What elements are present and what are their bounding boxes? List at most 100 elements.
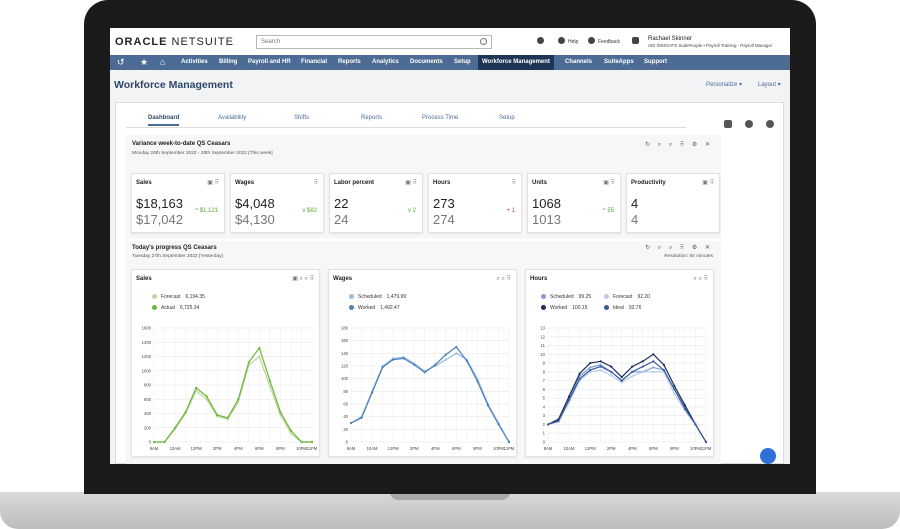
chart-tools[interactable]: ⌕ ⌕ ⠿ bbox=[496, 276, 511, 282]
data-point[interactable] bbox=[465, 359, 468, 363]
data-point[interactable] bbox=[652, 360, 655, 363]
data-point[interactable] bbox=[620, 379, 623, 382]
data-point[interactable] bbox=[610, 374, 613, 377]
data-point[interactable] bbox=[567, 398, 571, 402]
user-name[interactable]: Rachael Skinner bbox=[648, 36, 693, 42]
data-point[interactable] bbox=[631, 370, 634, 373]
data-point[interactable] bbox=[497, 423, 500, 426]
data-point[interactable] bbox=[673, 388, 676, 391]
data-point[interactable] bbox=[237, 401, 240, 404]
help-icon[interactable] bbox=[558, 37, 565, 44]
nav-billing[interactable]: Billing bbox=[219, 59, 238, 65]
data-point[interactable] bbox=[455, 352, 458, 355]
nav-setup[interactable]: Setup bbox=[454, 59, 471, 65]
data-point[interactable] bbox=[205, 395, 208, 398]
data-point[interactable] bbox=[402, 357, 405, 360]
data-point[interactable] bbox=[683, 407, 687, 410]
tab-setup[interactable]: Setup bbox=[499, 115, 515, 121]
data-point[interactable] bbox=[567, 395, 571, 398]
home-icon[interactable]: ⌂ bbox=[160, 57, 166, 67]
wages-line-chart[interactable]: 0 20 40 60 80 100 120 140 160 180 8AM 10AM 12PM 2PM 4P… bbox=[329, 318, 518, 456]
data-point[interactable] bbox=[694, 423, 697, 426]
data-point[interactable] bbox=[599, 363, 602, 366]
data-point[interactable] bbox=[589, 361, 592, 365]
data-point[interactable] bbox=[641, 370, 644, 373]
data-point[interactable] bbox=[413, 363, 416, 366]
data-point[interactable] bbox=[589, 368, 592, 372]
nav-channels[interactable]: Channels bbox=[565, 59, 593, 65]
data-point[interactable] bbox=[173, 426, 177, 429]
data-point[interactable] bbox=[370, 391, 374, 394]
progress-tools[interactable]: ↻ ⌕ ⌕ ⠿ ⚙ ✕ bbox=[645, 245, 713, 251]
data-point[interactable] bbox=[610, 365, 613, 368]
data-point[interactable] bbox=[652, 370, 655, 373]
nav-documents[interactable]: Documents bbox=[410, 59, 443, 65]
data-point[interactable] bbox=[300, 440, 303, 444]
data-point[interactable] bbox=[599, 368, 602, 372]
feedback-link[interactable]: Feedback bbox=[598, 39, 620, 45]
data-point[interactable] bbox=[247, 361, 250, 364]
data-point[interactable] bbox=[578, 377, 581, 380]
nav-analytics[interactable]: Analytics bbox=[372, 59, 399, 65]
sales-line-chart[interactable]: 0 200 400 600 800 1000 1200 1400 1600 8AM 10AM 12PM… bbox=[132, 318, 321, 456]
data-point[interactable] bbox=[620, 376, 623, 379]
data-point[interactable] bbox=[349, 421, 353, 425]
data-point[interactable] bbox=[599, 360, 602, 363]
data-point[interactable] bbox=[631, 375, 634, 378]
tab-dashboard[interactable]: Dashboard bbox=[148, 115, 180, 126]
search-icon[interactable] bbox=[480, 38, 487, 45]
nav-suiteapps[interactable]: SuiteApps bbox=[604, 59, 634, 65]
nav-reports[interactable]: Reports bbox=[338, 59, 361, 65]
data-point[interactable] bbox=[237, 398, 240, 401]
tab-shifts[interactable]: Shifts bbox=[294, 115, 310, 121]
data-point[interactable] bbox=[578, 372, 581, 375]
data-point[interactable] bbox=[152, 440, 156, 444]
data-point[interactable] bbox=[662, 368, 665, 372]
data-point[interactable] bbox=[434, 363, 437, 366]
data-point[interactable] bbox=[268, 385, 271, 388]
star-icon[interactable]: ★ bbox=[140, 57, 149, 67]
data-point[interactable] bbox=[652, 353, 655, 356]
global-search-input[interactable]: Search bbox=[256, 35, 492, 49]
data-point[interactable] bbox=[704, 440, 708, 444]
variance-tools[interactable]: ↻ ⌕ ⌕ ⠿ ⚙ ✕ bbox=[645, 142, 713, 148]
bell-icon[interactable] bbox=[745, 120, 753, 128]
data-point[interactable] bbox=[423, 371, 426, 374]
data-point[interactable] bbox=[641, 365, 644, 368]
chat-icon[interactable] bbox=[724, 120, 732, 128]
user-switch-icon[interactable] bbox=[537, 37, 544, 44]
data-point[interactable] bbox=[279, 410, 282, 414]
data-point[interactable] bbox=[673, 392, 676, 395]
tab-availability[interactable]: Availability bbox=[218, 115, 247, 121]
tab-reports[interactable]: Reports bbox=[361, 115, 383, 121]
data-point[interactable] bbox=[631, 365, 634, 368]
chart-tools[interactable]: ⌕ ⌕ ⠿ bbox=[693, 276, 708, 282]
help-circle-icon[interactable] bbox=[766, 120, 774, 128]
nav-payroll-hr[interactable]: Payroll and HR bbox=[248, 59, 291, 65]
data-point[interactable] bbox=[289, 432, 293, 435]
recent-records-icon[interactable]: ↺ bbox=[117, 57, 125, 67]
data-point[interactable] bbox=[486, 404, 490, 407]
data-point[interactable] bbox=[258, 346, 261, 350]
data-point[interactable] bbox=[599, 365, 602, 368]
data-point[interactable] bbox=[226, 416, 229, 419]
tab-process-time[interactable]: Process Time bbox=[422, 115, 459, 121]
kpi-menu-icon[interactable]: ⠿ bbox=[313, 180, 318, 186]
data-point[interactable] bbox=[683, 404, 687, 407]
data-point[interactable] bbox=[310, 440, 314, 444]
data-point[interactable] bbox=[444, 353, 447, 356]
kpi-menu-icon[interactable]: ▣ ⠿ bbox=[207, 180, 219, 186]
data-point[interactable] bbox=[216, 413, 219, 417]
help-link[interactable]: Help bbox=[568, 39, 579, 45]
data-point[interactable] bbox=[279, 413, 282, 417]
data-point[interactable] bbox=[163, 440, 166, 444]
data-point[interactable] bbox=[381, 366, 384, 369]
kpi-menu-icon[interactable]: ▣ ⠿ bbox=[405, 180, 417, 186]
data-point[interactable] bbox=[444, 358, 447, 361]
chart-tools[interactable]: ▣ ⌕ ⌕ ⠿ bbox=[292, 276, 314, 282]
nav-workforce-management[interactable]: Workforce Management bbox=[478, 55, 554, 70]
data-point[interactable] bbox=[589, 366, 592, 369]
assistant-fab-button[interactable] bbox=[760, 448, 776, 464]
nav-support[interactable]: Support bbox=[644, 59, 667, 65]
